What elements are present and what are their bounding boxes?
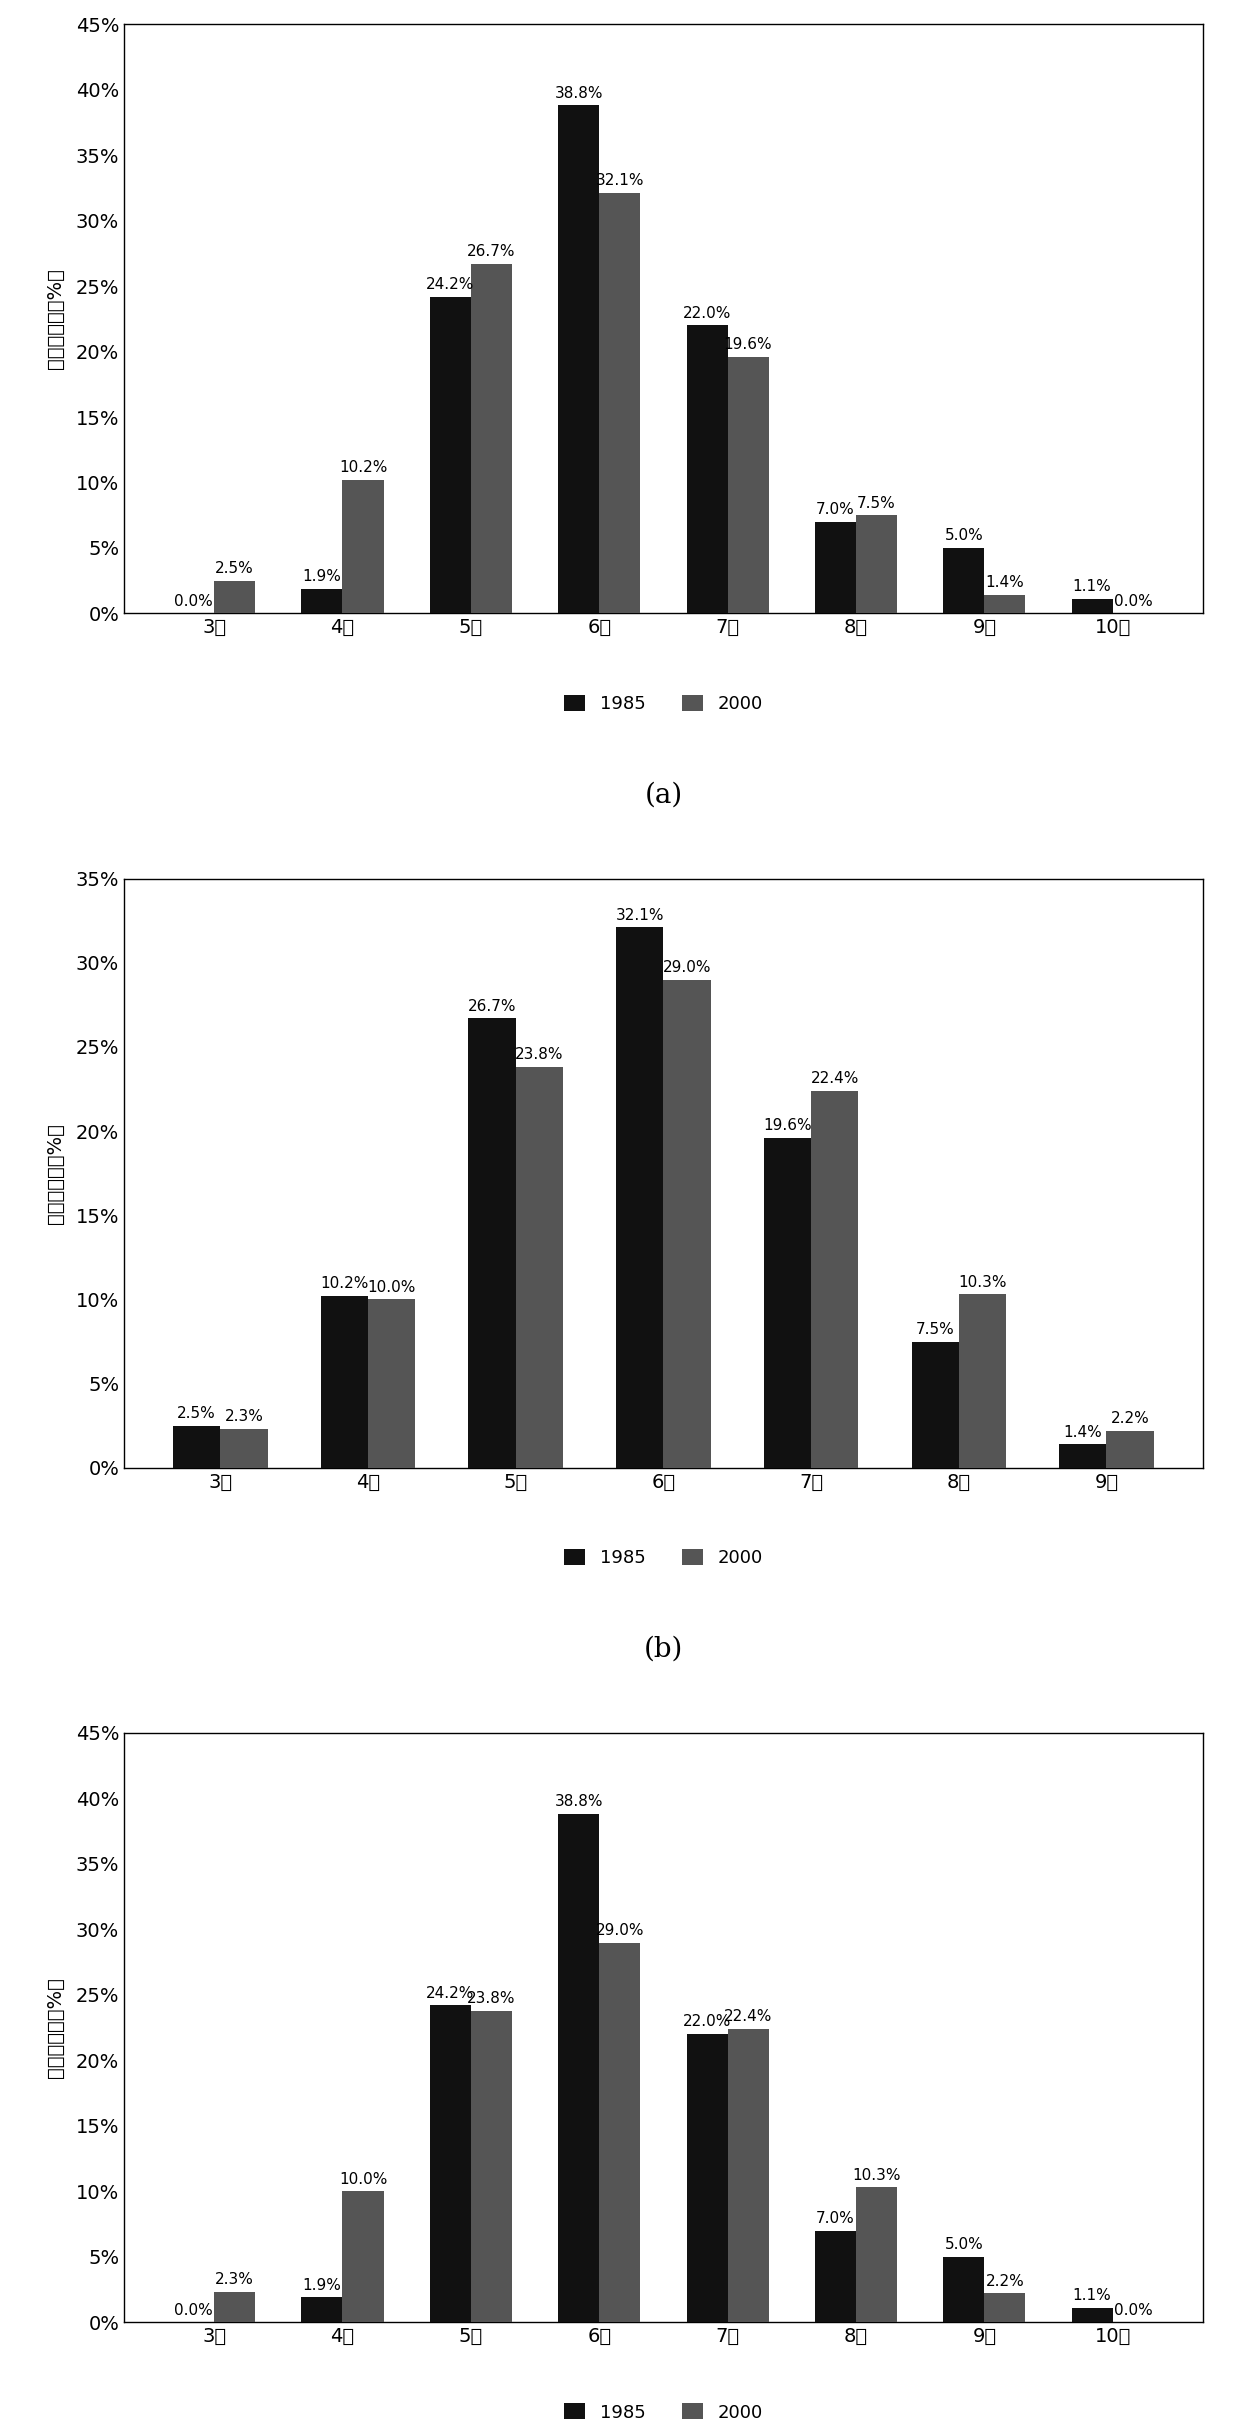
- Text: 22.4%: 22.4%: [811, 1072, 859, 1086]
- Text: 38.8%: 38.8%: [554, 1795, 603, 1809]
- Text: 7.5%: 7.5%: [916, 1321, 955, 1338]
- Text: 24.2%: 24.2%: [427, 276, 475, 293]
- Text: 23.8%: 23.8%: [467, 1991, 516, 2005]
- Text: 7.0%: 7.0%: [816, 2211, 854, 2225]
- Bar: [215, 581, 255, 614]
- Legend: 1985, 2000: 1985, 2000: [557, 687, 770, 721]
- Text: 1.9%: 1.9%: [303, 2279, 341, 2293]
- Text: 38.8%: 38.8%: [554, 85, 603, 102]
- Text: 7.5%: 7.5%: [857, 496, 895, 510]
- Text: 10.2%: 10.2%: [339, 460, 387, 474]
- Text: 19.6%: 19.6%: [763, 1118, 812, 1132]
- Text: 2.5%: 2.5%: [177, 1405, 216, 1420]
- Text: 22.4%: 22.4%: [724, 2010, 773, 2025]
- Text: 5.0%: 5.0%: [945, 2238, 983, 2252]
- Text: 26.7%: 26.7%: [467, 244, 516, 259]
- Text: 2.3%: 2.3%: [216, 2271, 254, 2288]
- Bar: [215, 2293, 255, 2322]
- Text: 7.0%: 7.0%: [816, 503, 854, 518]
- Legend: 1985, 2000: 1985, 2000: [557, 2397, 770, 2419]
- Bar: [430, 2005, 471, 2322]
- Text: 10.3%: 10.3%: [959, 1275, 1007, 1289]
- Bar: [174, 1425, 221, 1468]
- Bar: [342, 2192, 383, 2322]
- Text: 2.2%: 2.2%: [1111, 1410, 1149, 1427]
- Bar: [1106, 1430, 1153, 1468]
- Text: 1.1%: 1.1%: [1073, 578, 1111, 595]
- Bar: [959, 1294, 1006, 1468]
- Text: 5.0%: 5.0%: [945, 527, 983, 544]
- Text: 0.0%: 0.0%: [1114, 593, 1153, 610]
- Bar: [856, 515, 897, 614]
- Bar: [616, 926, 663, 1468]
- Bar: [856, 2187, 897, 2322]
- Bar: [301, 588, 342, 614]
- Bar: [342, 479, 383, 614]
- Bar: [558, 1814, 599, 2322]
- Text: 1.1%: 1.1%: [1073, 2288, 1111, 2303]
- Bar: [301, 2298, 342, 2322]
- Bar: [764, 1137, 811, 1468]
- Bar: [368, 1299, 415, 1468]
- Text: 0.0%: 0.0%: [174, 593, 213, 610]
- Bar: [815, 523, 856, 614]
- Bar: [663, 980, 711, 1468]
- Bar: [728, 356, 769, 614]
- Bar: [911, 1343, 959, 1468]
- Y-axis label: 需水百分比（%）: 需水百分比（%）: [46, 1122, 64, 1224]
- Text: 22.0%: 22.0%: [683, 2015, 732, 2030]
- Text: 1.4%: 1.4%: [1064, 1425, 1102, 1439]
- Text: 32.1%: 32.1%: [615, 907, 663, 922]
- Text: 1.9%: 1.9%: [303, 568, 341, 583]
- Bar: [471, 264, 512, 614]
- Bar: [471, 2010, 512, 2322]
- Bar: [516, 1067, 563, 1468]
- Text: 10.0%: 10.0%: [339, 2172, 387, 2187]
- Bar: [599, 194, 640, 614]
- Bar: [1071, 600, 1112, 614]
- Bar: [1071, 2308, 1112, 2322]
- Bar: [430, 298, 471, 614]
- Text: (a): (a): [645, 781, 682, 808]
- Legend: 1985, 2000: 1985, 2000: [557, 1541, 770, 1575]
- Y-axis label: 需水百分比（%）: 需水百分比（%）: [46, 1976, 64, 2078]
- Text: (b): (b): [644, 1635, 683, 1662]
- Bar: [599, 1942, 640, 2322]
- Bar: [944, 549, 985, 614]
- Text: 26.7%: 26.7%: [467, 999, 516, 1014]
- Text: 19.6%: 19.6%: [724, 336, 773, 353]
- Bar: [811, 1091, 858, 1468]
- Bar: [221, 1430, 268, 1468]
- Text: 2.3%: 2.3%: [224, 1410, 263, 1425]
- Text: 10.2%: 10.2%: [320, 1277, 368, 1292]
- Text: 29.0%: 29.0%: [663, 960, 712, 975]
- Bar: [1059, 1444, 1106, 1468]
- Bar: [558, 106, 599, 614]
- Bar: [985, 2293, 1025, 2322]
- Text: 0.0%: 0.0%: [1114, 2303, 1153, 2317]
- Bar: [944, 2257, 985, 2322]
- Text: 10.0%: 10.0%: [367, 1280, 415, 1294]
- Text: 2.2%: 2.2%: [986, 2274, 1024, 2288]
- Text: 1.4%: 1.4%: [986, 576, 1024, 590]
- Text: 29.0%: 29.0%: [595, 1923, 644, 1938]
- Text: 23.8%: 23.8%: [515, 1047, 564, 1062]
- Text: 0.0%: 0.0%: [174, 2303, 213, 2317]
- Bar: [815, 2230, 856, 2322]
- Text: 32.1%: 32.1%: [595, 174, 644, 189]
- Y-axis label: 需水百分比（%）: 需水百分比（%）: [46, 269, 64, 370]
- Bar: [985, 595, 1025, 614]
- Bar: [469, 1018, 516, 1468]
- Text: 10.3%: 10.3%: [852, 2167, 900, 2182]
- Text: 22.0%: 22.0%: [683, 305, 732, 322]
- Bar: [687, 327, 728, 614]
- Bar: [321, 1297, 368, 1468]
- Bar: [728, 2030, 769, 2322]
- Text: 2.5%: 2.5%: [216, 561, 254, 576]
- Text: 24.2%: 24.2%: [427, 1986, 475, 2001]
- Bar: [687, 2034, 728, 2322]
